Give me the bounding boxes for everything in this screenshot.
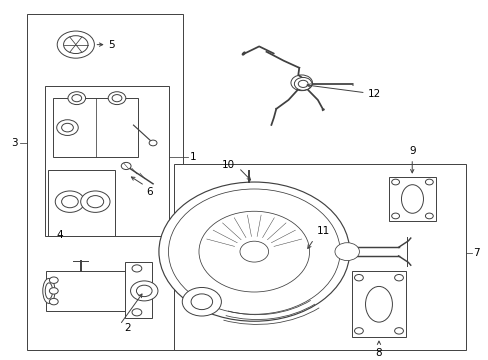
Text: 8: 8: [375, 348, 382, 358]
Text: 1: 1: [189, 152, 196, 162]
Bar: [174, 164, 465, 350]
Circle shape: [130, 281, 158, 301]
Circle shape: [394, 328, 403, 334]
Circle shape: [61, 123, 73, 132]
Circle shape: [57, 120, 78, 135]
Circle shape: [132, 309, 142, 316]
Circle shape: [136, 285, 152, 297]
Text: 10: 10: [221, 160, 234, 170]
Text: 11: 11: [316, 226, 329, 236]
Ellipse shape: [43, 278, 55, 303]
Bar: [351, 271, 405, 337]
Circle shape: [354, 274, 363, 281]
Circle shape: [240, 241, 268, 262]
Circle shape: [391, 213, 399, 219]
Circle shape: [354, 328, 363, 334]
Text: 12: 12: [367, 89, 380, 99]
Circle shape: [61, 195, 78, 208]
Circle shape: [159, 182, 349, 321]
Text: 9: 9: [408, 146, 415, 156]
Ellipse shape: [45, 283, 53, 299]
Circle shape: [199, 211, 309, 292]
Text: 6: 6: [146, 188, 153, 197]
Circle shape: [425, 213, 432, 219]
Circle shape: [108, 92, 125, 105]
Bar: [53, 98, 138, 157]
Circle shape: [394, 274, 403, 281]
Circle shape: [298, 80, 307, 87]
Circle shape: [425, 179, 432, 185]
Circle shape: [81, 191, 110, 212]
Circle shape: [72, 95, 81, 102]
Circle shape: [87, 195, 103, 208]
Bar: [27, 14, 183, 350]
Bar: [124, 262, 151, 318]
Circle shape: [68, 92, 85, 105]
Text: 4: 4: [56, 230, 63, 240]
Circle shape: [49, 298, 58, 305]
Circle shape: [63, 36, 88, 54]
Circle shape: [49, 277, 58, 283]
Bar: [388, 177, 435, 221]
Ellipse shape: [365, 287, 391, 322]
Circle shape: [334, 243, 359, 261]
Circle shape: [112, 95, 122, 102]
Circle shape: [391, 179, 399, 185]
Circle shape: [55, 191, 84, 212]
Circle shape: [121, 162, 131, 170]
Circle shape: [132, 265, 142, 272]
Text: 3: 3: [11, 138, 18, 148]
Bar: [45, 86, 168, 235]
Circle shape: [57, 31, 94, 58]
Ellipse shape: [401, 185, 423, 213]
Text: 2: 2: [124, 323, 131, 333]
Bar: [46, 271, 146, 311]
Circle shape: [182, 288, 221, 316]
Circle shape: [149, 140, 157, 146]
Bar: [48, 170, 115, 235]
Text: 5: 5: [108, 40, 115, 50]
Text: 7: 7: [472, 248, 479, 258]
Circle shape: [294, 77, 311, 90]
Circle shape: [191, 294, 212, 310]
Circle shape: [49, 288, 58, 294]
